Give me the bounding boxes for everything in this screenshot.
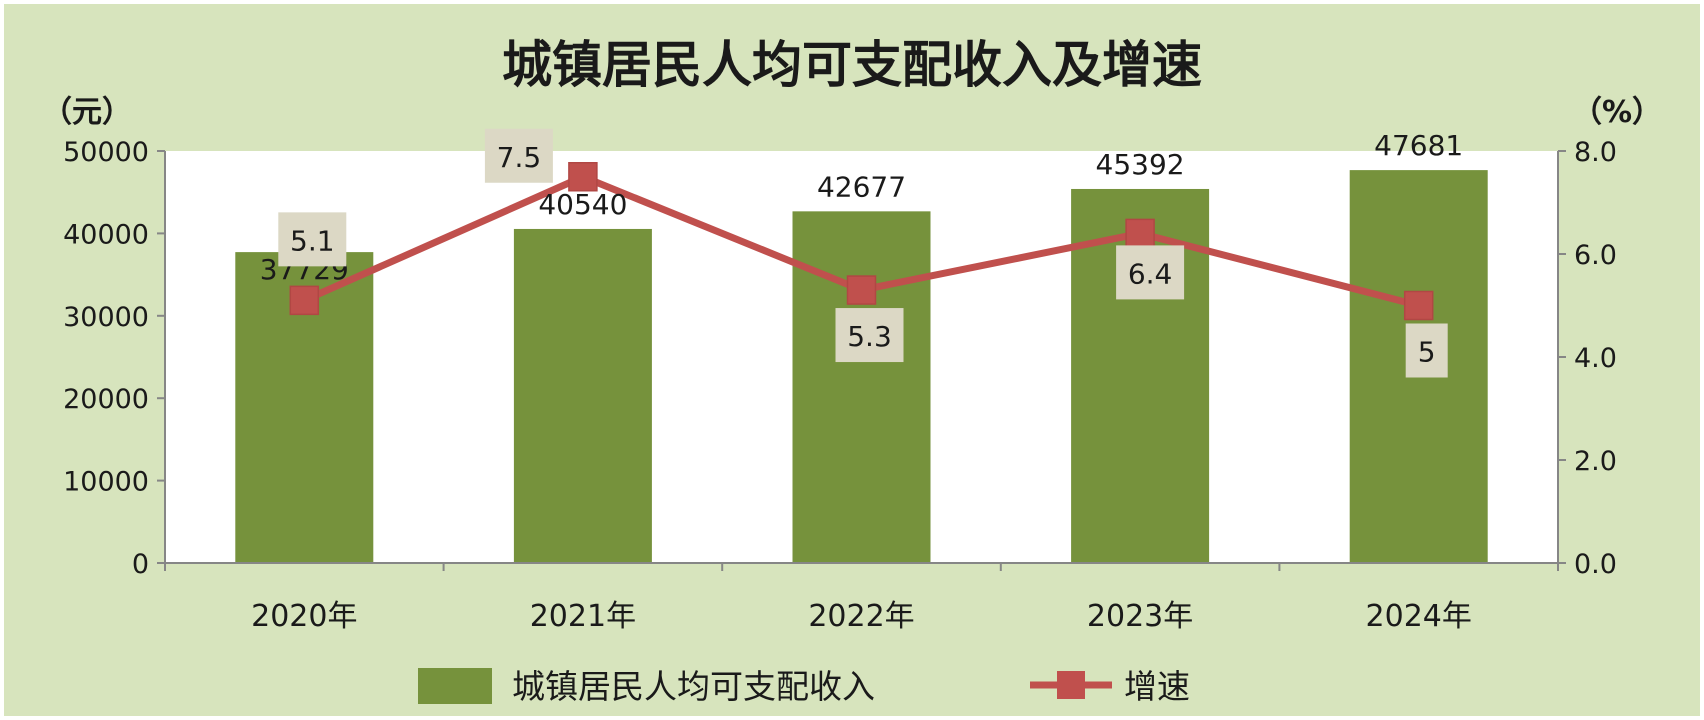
- y-left-tick-label-2: 20000: [63, 384, 149, 415]
- y-left-tick-label-4: 40000: [63, 219, 149, 250]
- growth-marker-1: [568, 162, 598, 192]
- y-left-unit-label: （元）: [42, 95, 132, 130]
- x-tick-label-4: 2024年: [1366, 599, 1472, 634]
- legend: 城镇居民人均可支配收入 增速: [418, 667, 1190, 706]
- legend-bar-swatch: [418, 668, 492, 704]
- growth-marker-0: [289, 285, 320, 316]
- y-right-tick-label-1: 2.0: [1574, 446, 1617, 477]
- growth-marker-2: [846, 275, 877, 305]
- bar-value-label-4: 47681: [1374, 129, 1463, 162]
- bar-value-label-1: 40540: [538, 188, 627, 221]
- growth-value-label-3: 6.4: [1128, 257, 1173, 290]
- x-tick-label-1: 2021年: [530, 599, 636, 634]
- chart-title: 城镇居民人均可支配收入及增速: [502, 36, 1202, 94]
- growth-label-box-1: [484, 128, 553, 183]
- growth-value-label-2: 5.3: [847, 320, 892, 353]
- bar-value-label-3: 45392: [1096, 148, 1185, 181]
- line-layer: [289, 162, 1434, 321]
- x-tick-label-3: 2023年: [1087, 599, 1193, 634]
- y-left-tick-label-0: 0: [132, 549, 149, 580]
- y-left-tick-label-1: 10000: [63, 467, 149, 498]
- legend-line-marker: [1057, 671, 1085, 699]
- legend-bar-label: 城镇居民人均可支配收入: [512, 667, 875, 706]
- y-right-tick-label-4: 8.0: [1574, 137, 1617, 168]
- growth-value-label-0: 5.1: [290, 224, 335, 257]
- growth-label-box-3: [1116, 245, 1185, 300]
- y-right-tick-label-0: 0.0: [1574, 549, 1617, 580]
- y-left-tick-label-5: 50000: [63, 137, 149, 168]
- growth-marker-4: [1403, 290, 1434, 321]
- growth-label-box-2: [835, 308, 904, 363]
- growth-value-label-4: 5: [1418, 336, 1436, 369]
- y-right-tick-label-2: 4.0: [1574, 343, 1617, 374]
- bar-1: [513, 228, 652, 564]
- x-tick-label-2: 2022年: [808, 599, 914, 634]
- axes-layer: 0 10000 20000 30000 40000 50000 0.0 2.0 4.0 6.0 8.…: [63, 137, 1617, 634]
- growth-label-box-4: [1405, 323, 1448, 378]
- growth-marker-3: [1125, 218, 1155, 249]
- y-left-tick-label-3: 30000: [63, 302, 149, 333]
- growth-label-box-0: [278, 212, 347, 267]
- legend-line-label: 增速: [1124, 667, 1190, 706]
- bar-2: [792, 211, 931, 563]
- y-right-unit-label: （%）: [1572, 95, 1662, 130]
- bar-value-label-2: 42677: [817, 170, 906, 203]
- growth-value-label-1: 7.5: [497, 141, 542, 174]
- x-tick-label-0: 2020年: [251, 599, 357, 634]
- y-right-tick-label-3: 6.0: [1574, 240, 1617, 271]
